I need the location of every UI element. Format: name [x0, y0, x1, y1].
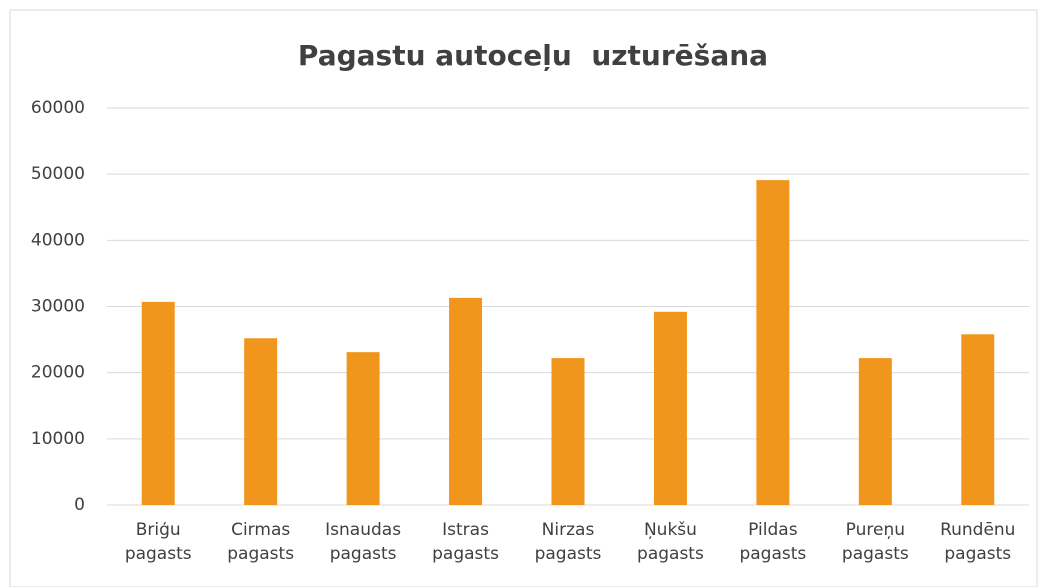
x-tick-label: Pureņu pagasts [841, 520, 909, 564]
x-tick-label: Isnaudas pagasts [325, 520, 402, 564]
x-tick-label: Pildas pagasts [739, 520, 807, 564]
x-tick-label: Nirzas pagasts [534, 520, 602, 564]
x-tick-label: Rundēnu pagasts [940, 520, 1016, 564]
chart-title: Pagastu autoceļu uzturēšana [298, 39, 768, 72]
y-tick-label: 20000 [31, 363, 85, 383]
y-tick-label: 10000 [31, 429, 85, 449]
bar [551, 358, 585, 505]
y-tick-label: 60000 [31, 98, 85, 118]
bar [141, 301, 175, 505]
x-tick-label: Briģu pagasts [124, 520, 192, 564]
x-tick-label: Cirmas pagasts [227, 520, 295, 564]
y-tick-label: 0 [74, 495, 85, 515]
x-tick-label: Istras pagasts [432, 520, 499, 564]
y-tick-label: 40000 [31, 230, 85, 250]
x-tick-label: Ņukšu pagasts [637, 520, 704, 564]
bar [961, 334, 995, 505]
bar [346, 352, 380, 505]
bar [858, 358, 892, 505]
bar [244, 338, 278, 505]
y-tick-label: 30000 [31, 297, 85, 317]
bar [653, 311, 687, 505]
bar [756, 180, 790, 505]
y-tick-label: 50000 [31, 164, 85, 184]
bar [449, 297, 483, 505]
chart-border [9, 9, 1038, 587]
